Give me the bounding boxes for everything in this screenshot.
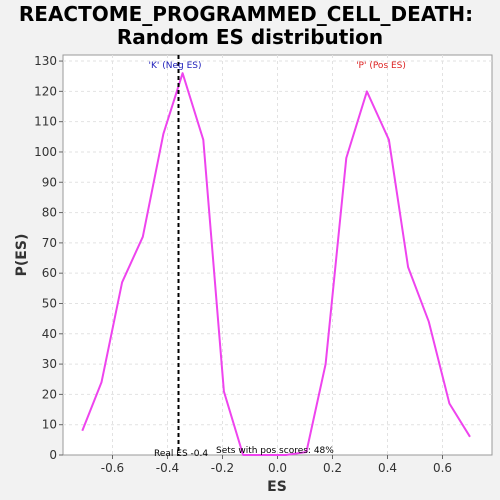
series-group [81,72,471,456]
x-tick-label: 0.2 [323,461,342,475]
x-axis-title: ES [267,479,287,495]
y-tick-label: 90 [42,175,57,189]
y-axis-title: P(ES) [14,234,30,277]
x-axis: -0.6 -0.4 -0.2 0.0 0.2 0.4 0.6 [101,455,452,475]
y-tick-label: 120 [34,84,57,98]
y-tick-label: 110 [34,115,57,129]
series-line [81,72,471,456]
real-es-label: Real ES -0.4 [154,449,208,459]
y-tick-label: 80 [42,206,57,220]
y-tick-label: 30 [42,357,57,371]
y-tick-label: 40 [42,327,57,341]
x-tick-label: -0.2 [211,461,234,475]
y-tick-label: 10 [42,418,57,432]
x-tick-label: 0.6 [433,461,452,475]
y-tick-label: 70 [42,236,57,250]
pos-es-label: 'P' (Pos ES) [356,61,406,71]
x-tick-label: -0.4 [156,461,179,475]
x-tick-label: -0.6 [101,461,124,475]
pos-scores-label: Sets with pos scores: 48% [216,446,334,456]
neg-es-label: 'K' (Neg ES) [149,61,202,71]
y-tick-label: 0 [49,448,57,462]
y-tick-label: 60 [42,266,57,280]
y-tick-label: 130 [34,54,57,68]
y-tick-label: 100 [34,145,57,159]
annotations: 'K' (Neg ES) 'P' (Pos ES) Real ES -0.4 Sets… [149,55,406,459]
x-tick-label: 0.0 [268,461,287,475]
x-tick-label: 0.4 [378,461,397,475]
y-tick-label: 50 [42,296,57,310]
chart-title-line2: Random ES distribution [117,25,383,49]
chart-title-line1: REACTOME_PROGRAMMED_CELL_DEATH: [19,2,473,26]
y-axis: 0 10 20 30 40 50 60 70 80 90 100 110 120 130 [34,54,63,462]
y-tick-label: 20 [42,387,57,401]
